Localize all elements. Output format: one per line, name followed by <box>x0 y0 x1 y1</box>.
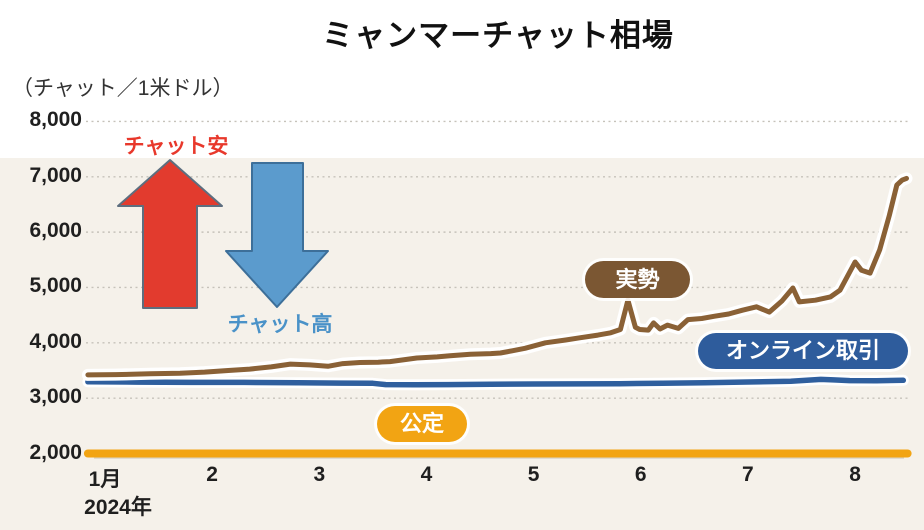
title-band <box>0 0 924 158</box>
x-tick-label: 3 <box>313 463 326 486</box>
x-tick-label: 7 <box>742 463 754 486</box>
y-axis-unit-label: （チャット／1米ドル） <box>12 77 234 100</box>
x-tick-label: 1月 <box>88 468 122 491</box>
y-tick-label: 8,000 <box>29 108 82 132</box>
series-line <box>85 175 909 378</box>
kyat-weak-label: チャット安 <box>123 135 229 158</box>
y-tick-label: 6,000 <box>29 219 82 243</box>
series-lines <box>81 172 913 458</box>
kyat-strong-label: チャット高 <box>227 313 333 336</box>
y-tick-label: 3,000 <box>29 385 82 409</box>
y-tick-label: 2,000 <box>29 440 82 464</box>
series-label-official: 公定 <box>377 406 467 442</box>
y-tick-label: 5,000 <box>29 274 82 298</box>
series-label-actual: 実勢 <box>585 261 690 298</box>
x-tick-label: 4 <box>420 463 433 486</box>
x-tick-label: 2 <box>206 463 218 486</box>
y-tick-label: 7,000 <box>29 163 82 187</box>
y-tick-label: 4,000 <box>29 329 82 353</box>
x-tick-label: 8 <box>849 463 861 486</box>
x-axis-year-label: 2024年 <box>84 496 152 519</box>
series-line <box>85 376 907 388</box>
series-label-online: オンライン取引 <box>698 333 908 369</box>
x-tick-label: 6 <box>634 463 647 486</box>
x-tick-label: 5 <box>527 463 540 486</box>
chart-title: ミャンマーチャット相場 <box>322 18 674 53</box>
kyat-strong-arrow <box>225 162 329 308</box>
kyat-weak-arrow <box>117 159 223 309</box>
